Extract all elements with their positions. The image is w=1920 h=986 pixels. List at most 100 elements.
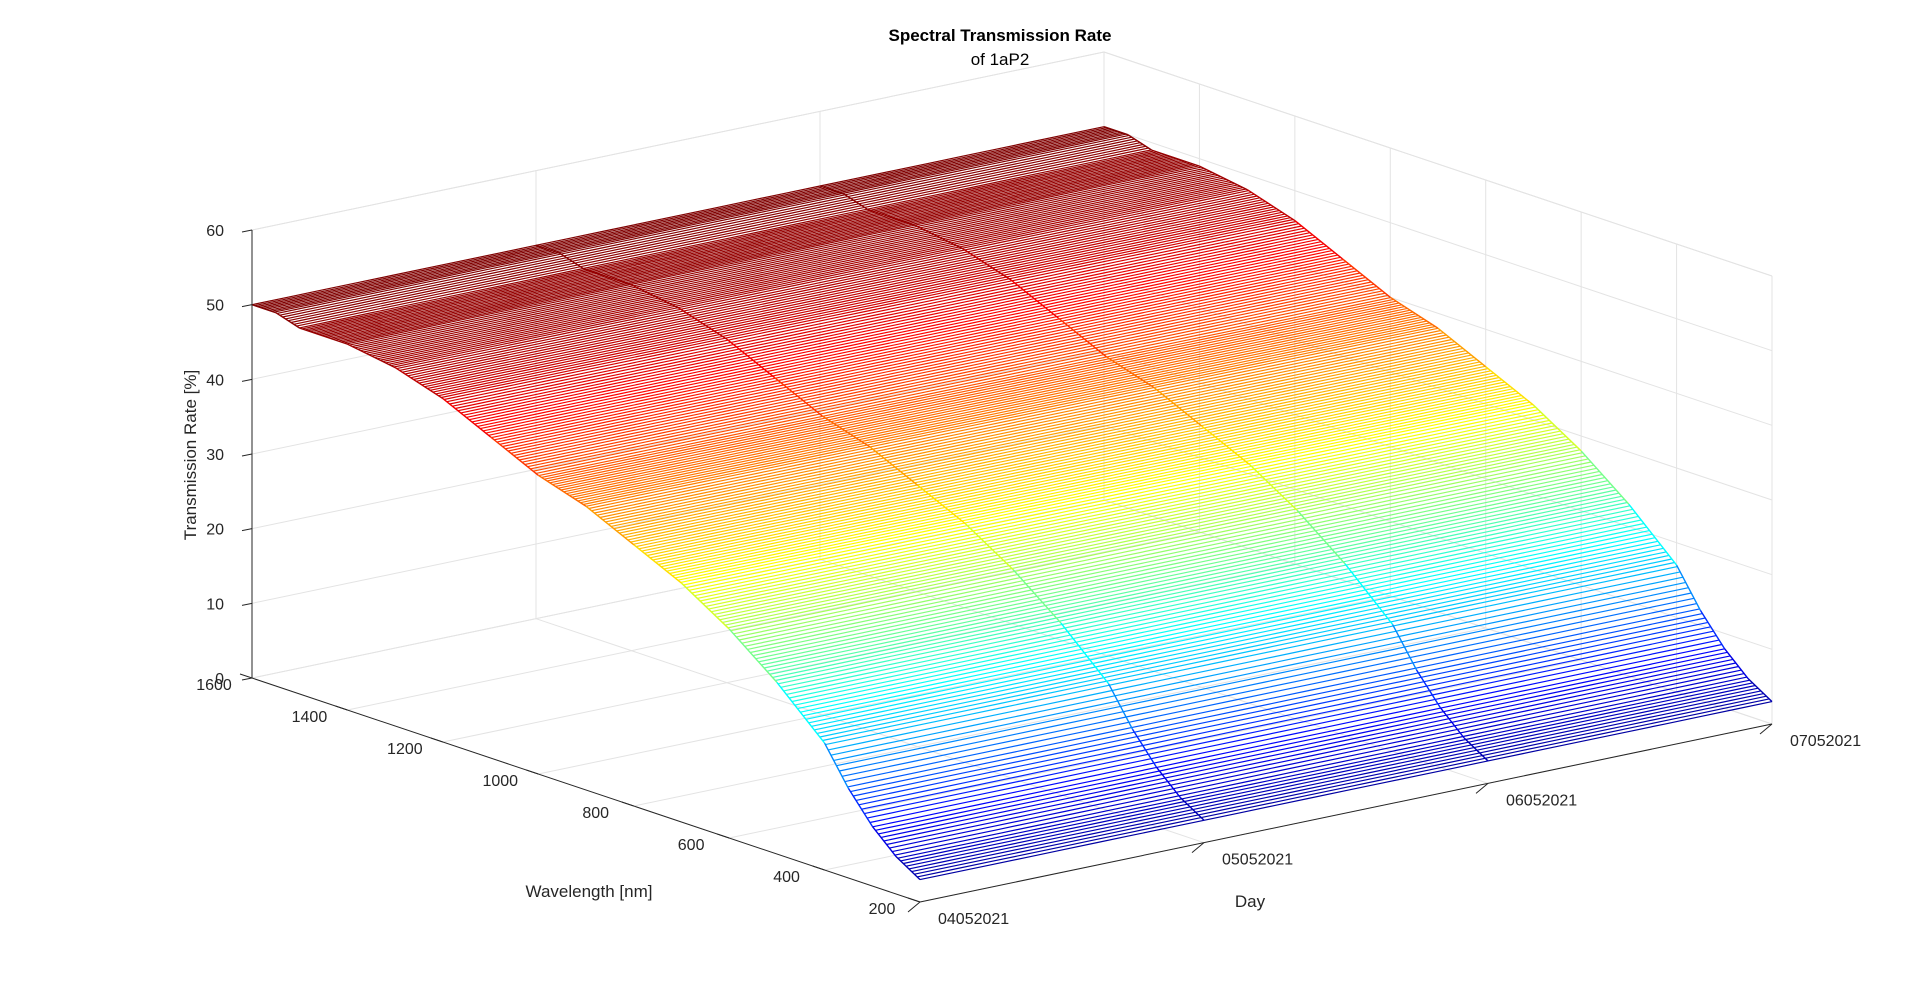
backwall-gridline-z: [251, 350, 1105, 530]
surface-mesh-line: [730, 452, 1583, 632]
spectral-curve-segment: [776, 681, 826, 744]
spectral-curve-segment: [585, 505, 635, 546]
surface-mesh-line: [466, 238, 1319, 418]
spectral-curve-segment: [726, 338, 776, 379]
spectral-curve-segment: [1105, 356, 1155, 389]
surface-mesh-line: [324, 157, 1177, 337]
surface-mesh-line: [733, 455, 1586, 635]
spectral-curve-segment: [1248, 463, 1298, 511]
surface-mesh-line: [363, 173, 1216, 353]
surface-mesh-line: [691, 414, 1544, 594]
spectral-curve-segment: [1010, 279, 1060, 319]
surface-mesh-line: [494, 261, 1347, 441]
surface-mesh-line: [510, 274, 1363, 454]
floor-gridline-y: [347, 531, 1200, 711]
surface-mesh-line: [480, 250, 1333, 430]
surface-mesh-line: [847, 608, 1700, 788]
surface-mesh-line: [404, 195, 1258, 375]
surface-mesh-line: [641, 372, 1494, 552]
z-tick-label: 20: [206, 522, 224, 539]
surface-mesh-line: [338, 162, 1191, 342]
surface-mesh-line: [663, 390, 1517, 570]
spectral-curve-segment: [895, 856, 921, 881]
surface-mesh-line: [624, 359, 1478, 539]
z-tick-label: 40: [206, 372, 224, 389]
surface-mesh-line: [326, 158, 1180, 338]
spectral-curve-segment: [1485, 366, 1534, 406]
surface-mesh-line: [772, 498, 1625, 678]
z-tick-label: 50: [206, 298, 224, 315]
surface-mesh-line: [391, 187, 1244, 367]
surface-mesh-line: [538, 297, 1391, 477]
surface-mesh-line: [660, 388, 1514, 568]
surface-mesh-line: [672, 397, 1525, 577]
surface-mesh-line: [741, 464, 1595, 644]
surface-mesh-line: [861, 630, 1714, 810]
surface-mesh-line: [441, 218, 1294, 399]
surface-mesh-line: [752, 477, 1606, 657]
surface-mesh-line: [897, 679, 1750, 859]
surface-mesh-line: [694, 417, 1547, 597]
y-tick-mark: [335, 705, 348, 711]
surface-mesh-line: [271, 132, 1124, 312]
surface-mesh-line: [365, 174, 1219, 354]
surface-mesh-line: [719, 441, 1572, 621]
spectral-curve-segment: [1199, 165, 1248, 191]
spectral-curve-segment: [964, 523, 1014, 571]
surface-mesh-line: [702, 425, 1556, 605]
surface-mesh-line: [919, 701, 1773, 881]
surface-mesh-line: [382, 182, 1235, 363]
surface-mesh-line: [747, 470, 1600, 650]
surface-mesh-line: [855, 621, 1709, 801]
surface-mesh-line: [814, 551, 1667, 731]
y-tick-label: 800: [582, 805, 609, 822]
surface-mesh-line: [844, 603, 1697, 783]
surface-mesh-line: [505, 270, 1358, 450]
surface-mesh-line: [616, 352, 1469, 532]
surface-mesh-line: [878, 655, 1731, 835]
surface-mesh-line: [652, 381, 1505, 561]
spectral-curve-segment: [1103, 126, 1129, 136]
surface-mesh-line: [841, 597, 1695, 777]
surface-mesh-line: [571, 318, 1425, 498]
surface-mesh-line: [602, 341, 1455, 521]
surface-mesh-line: [491, 259, 1344, 439]
spectral-curve-segment: [1532, 404, 1582, 452]
surface-mesh-line: [318, 155, 1171, 336]
surface-mesh-line: [610, 347, 1464, 527]
surface-mesh-line: [697, 419, 1550, 599]
floor-gridline-y: [538, 595, 1391, 775]
y-tick-mark: [812, 865, 825, 871]
box-top-edge: [251, 51, 1105, 231]
surface-mesh-line: [777, 505, 1631, 685]
surface-mesh-line: [488, 256, 1341, 436]
surface-mesh-line: [471, 243, 1325, 423]
surface-mesh-line: [905, 687, 1759, 867]
surface-mesh-line: [416, 202, 1269, 382]
surface-mesh-line: [457, 232, 1311, 412]
surface-mesh-line: [399, 191, 1252, 371]
surface-mesh-line: [254, 127, 1107, 307]
surface-mesh-line: [713, 435, 1567, 615]
surface-mesh-line: [482, 252, 1336, 432]
sidewall-gridline-z: [1103, 126, 1773, 352]
surface-mesh-line: [276, 134, 1130, 314]
spectral-curve-segment: [559, 252, 585, 270]
y-tick-mark: [430, 737, 444, 743]
spectral-curve-segment: [537, 474, 587, 507]
surface-mesh-line: [335, 161, 1188, 341]
surface-mesh-line: [485, 254, 1338, 434]
surface-mesh-line: [396, 190, 1249, 370]
surface-mesh-line: [594, 334, 1447, 514]
spectral-curve-segment: [1246, 189, 1296, 222]
surface-mesh-line: [402, 193, 1255, 373]
surface-mesh-line: [908, 690, 1762, 870]
surface-mesh-line: [783, 512, 1636, 692]
surface-mesh-line: [635, 368, 1489, 548]
surface-mesh-line: [569, 316, 1422, 496]
surface-mesh-line: [791, 522, 1645, 703]
surface-mesh-line: [313, 154, 1166, 334]
z-tick-mark: [241, 602, 253, 606]
spectral-curve-segment: [631, 284, 680, 309]
x-tick-mark: [1475, 782, 1489, 794]
